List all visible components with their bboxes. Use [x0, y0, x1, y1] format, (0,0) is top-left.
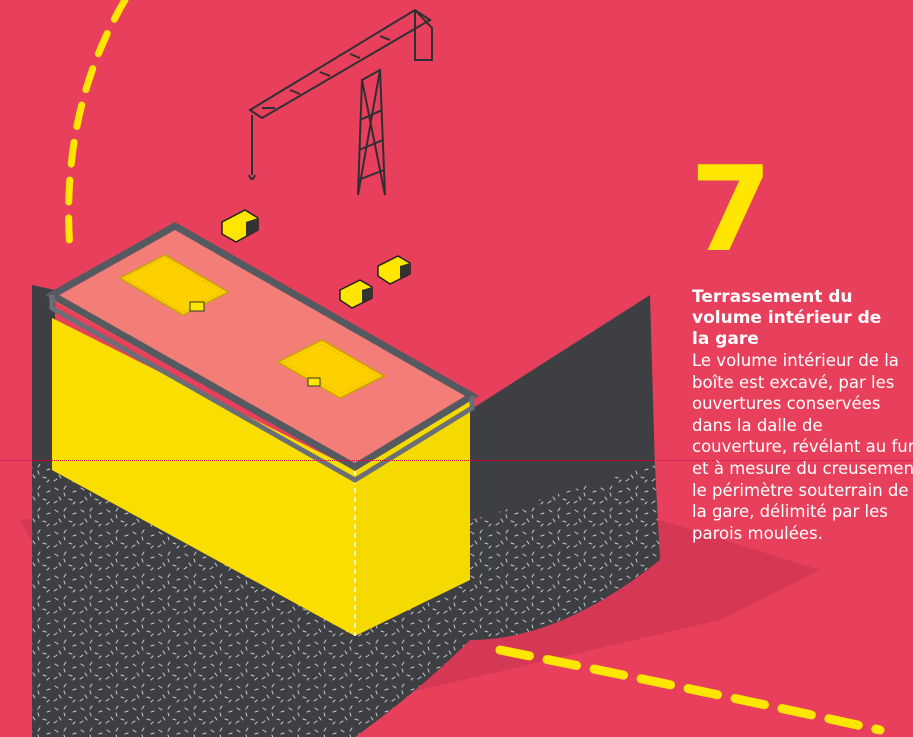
dashed-route-bottom	[495, 645, 885, 735]
truck-3	[377, 255, 411, 285]
step-description: Le volume intérieur de la boîte est exca…	[692, 351, 913, 543]
truck-2	[339, 279, 373, 309]
slab-opening-1	[118, 254, 230, 316]
lower-wall-left	[32, 460, 355, 737]
truck-1	[221, 209, 259, 243]
back-wall-left	[32, 285, 55, 470]
yellow-volume-left	[52, 318, 355, 636]
step-title: Terrassement du volume intérieur de la g…	[692, 287, 882, 349]
tower-crane	[248, 8, 433, 196]
back-wall-right	[470, 295, 655, 520]
guide-line	[0, 460, 913, 461]
dashed-route-top	[65, 0, 129, 254]
yellow-volume-right	[355, 398, 470, 636]
step-number: 7	[690, 140, 773, 278]
slab-opening-2	[276, 339, 386, 399]
yellow-volume-left-shade	[52, 318, 355, 636]
